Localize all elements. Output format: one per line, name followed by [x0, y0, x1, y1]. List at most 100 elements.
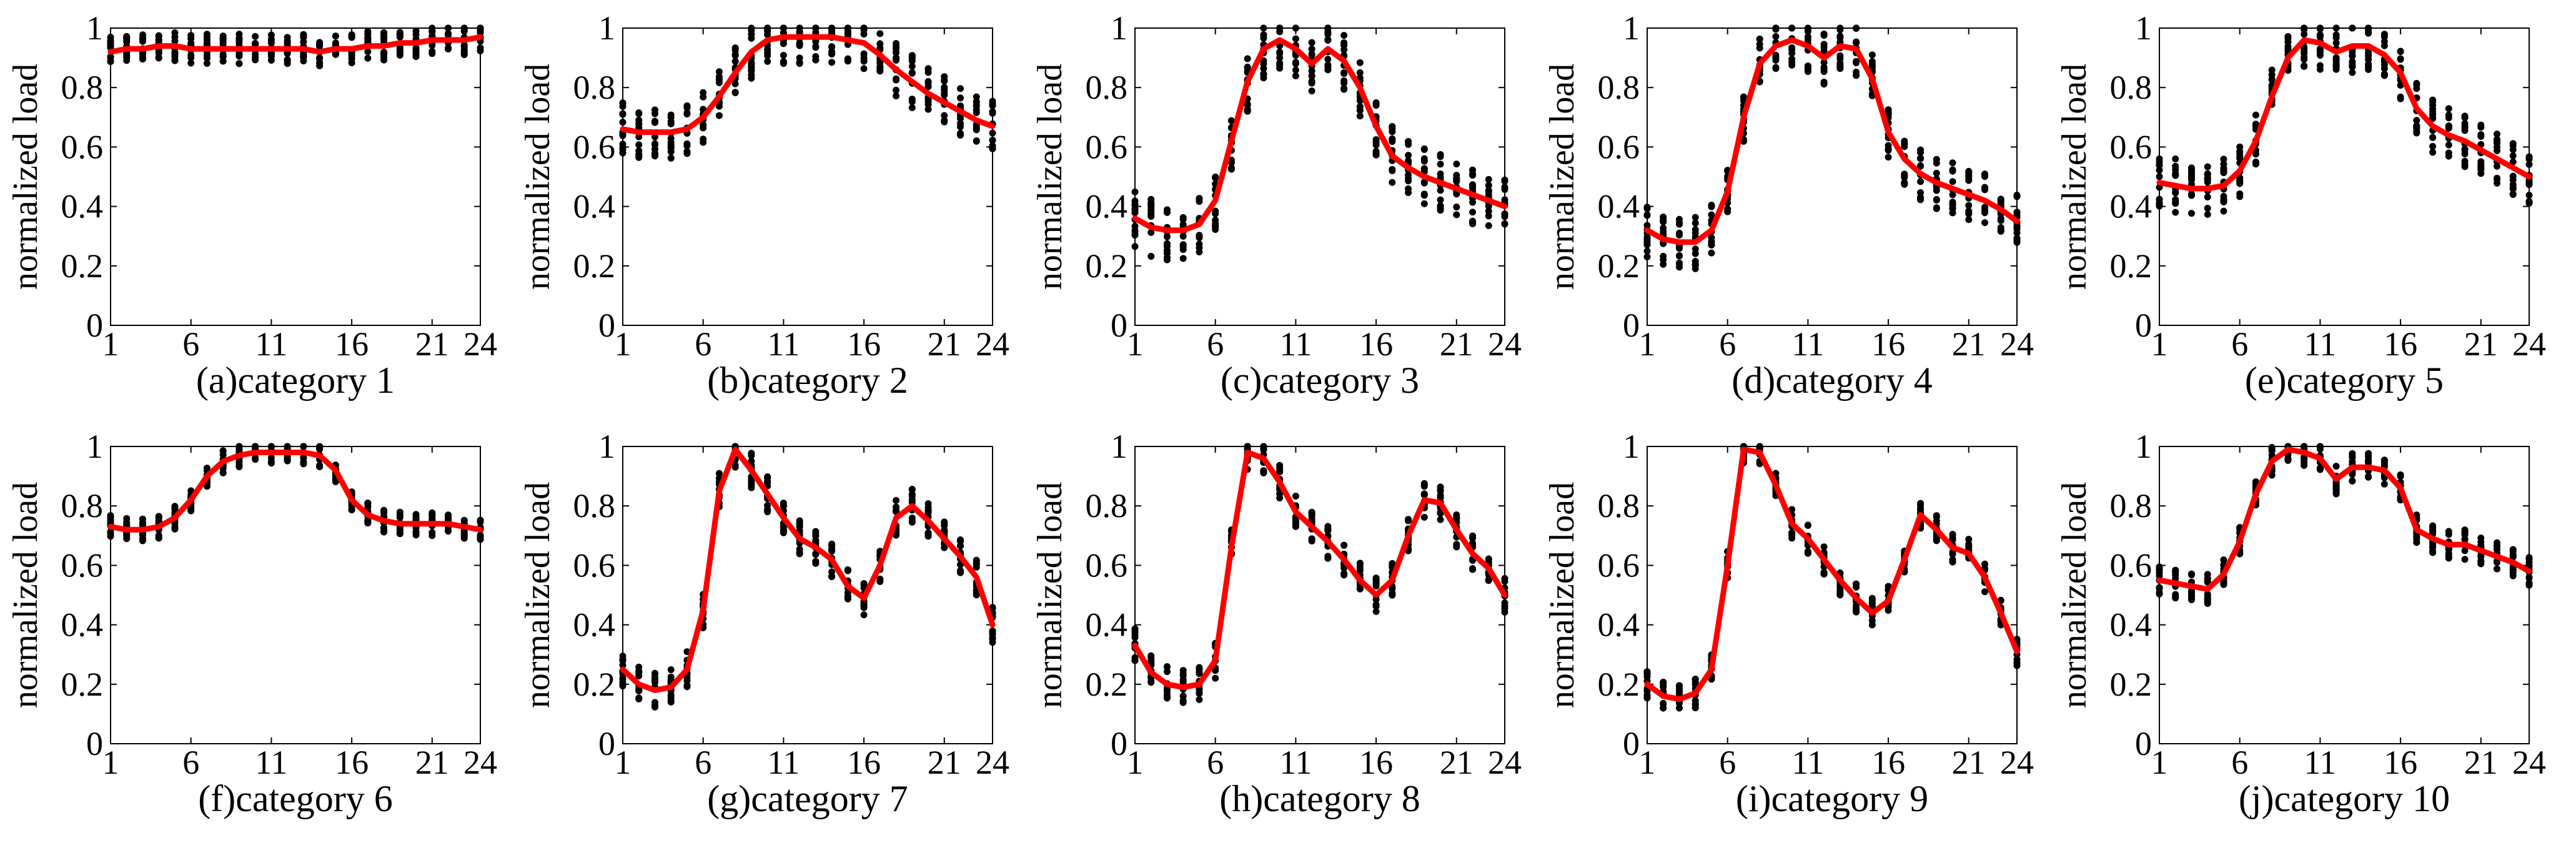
sample-point: [893, 40, 900, 47]
sample-point: [2525, 561, 2533, 569]
sample-point: [1820, 543, 1828, 551]
sample-point: [828, 24, 836, 32]
x-tick-label: 1: [1639, 325, 1656, 363]
sample-point: [957, 567, 964, 574]
sample-point: [908, 98, 916, 106]
sample-point: [235, 52, 243, 60]
sample-point: [1212, 173, 1219, 180]
sample-point: [332, 32, 339, 40]
sample-point: [1836, 34, 1844, 41]
y-axis-label: normalized load: [518, 482, 557, 708]
sample-point: [2380, 457, 2388, 465]
sample-point: [1131, 631, 1139, 639]
sample-point: [989, 627, 996, 634]
sample-point: [1372, 149, 1380, 157]
sample-point: [1196, 664, 1203, 671]
sample-point: [1949, 204, 1956, 212]
sample-point: [908, 516, 916, 524]
sample-point: [941, 84, 948, 91]
y-tick-label: 0.6: [2110, 128, 2152, 165]
y-tick-label: 0.8: [573, 487, 616, 525]
sample-point: [764, 49, 771, 57]
sample-point: [989, 635, 996, 643]
sample-point: [2268, 443, 2276, 451]
sample-point: [2461, 547, 2469, 555]
plot-frame: [622, 446, 993, 744]
sample-point: [2429, 541, 2437, 548]
sample-point: [1836, 65, 1844, 72]
sample-point: [1420, 481, 1428, 489]
sample-point: [2172, 155, 2179, 163]
sample-point: [364, 35, 372, 42]
sample-point: [2397, 95, 2404, 102]
sample-point: [1643, 235, 1651, 243]
y-tick-label: 0.8: [2110, 487, 2152, 525]
sample-point: [860, 579, 868, 587]
sample-point: [252, 40, 259, 47]
sample-point: [2187, 172, 2195, 179]
y-tick-label: 0.8: [2110, 69, 2152, 106]
x-tick-label: 11: [255, 744, 287, 781]
sample-point: [2332, 39, 2340, 47]
sample-point: [796, 42, 803, 49]
sample-point: [2172, 591, 2179, 598]
y-tick-label: 1: [598, 9, 615, 47]
sample-point: [235, 461, 243, 469]
sample-point: [1917, 506, 1925, 513]
sample-point: [1469, 170, 1477, 178]
sample-point: [1820, 59, 1828, 66]
sample-point: [2380, 65, 2388, 72]
x-tick-label: 11: [1791, 325, 1824, 363]
x-tick-label: 11: [767, 325, 800, 363]
y-tick-label: 0.4: [573, 188, 616, 225]
sample-point: [667, 114, 675, 121]
sample-point: [2156, 162, 2163, 169]
sample-point: [2252, 160, 2259, 168]
panel-caption: (h)category 8: [1219, 778, 1420, 819]
y-tick-label: 0.4: [61, 188, 104, 225]
sample-point: [893, 76, 900, 84]
y-tick-label: 0.2: [1598, 247, 1640, 285]
sample-point: [252, 456, 259, 463]
sample-point: [1820, 570, 1828, 578]
sample-point: [1131, 625, 1139, 633]
sample-point: [1901, 170, 1908, 178]
x-tick-label: 16: [335, 744, 369, 781]
sample-point: [139, 519, 146, 526]
sample-point: [267, 458, 275, 465]
sample-point: [2156, 167, 2163, 174]
sample-point: [619, 140, 627, 148]
sample-point: [2509, 158, 2517, 165]
sample-point: [619, 149, 627, 157]
sample-point: [1437, 494, 1444, 501]
sample-point: [364, 502, 372, 510]
center-curve: [2156, 446, 2532, 592]
y-tick-label: 0.8: [1598, 487, 1640, 525]
sample-point: [171, 503, 179, 510]
sample-point: [2156, 563, 2163, 571]
sample-point: [748, 481, 755, 489]
sample-point: [973, 560, 980, 567]
y-tick-label: 0: [1623, 307, 1640, 344]
sample-point: [1772, 64, 1780, 71]
sample-point: [1163, 247, 1171, 254]
sample-point: [1724, 208, 1731, 215]
sample-point: [731, 57, 739, 65]
sample-point: [1868, 596, 1876, 604]
sample-point: [2156, 200, 2163, 207]
sample-point: [1804, 550, 1811, 557]
sample-point: [1420, 179, 1428, 187]
x-tick-label: 6: [1719, 325, 1736, 363]
x-tick-label: 11: [2304, 325, 2336, 363]
sample-point: [2445, 105, 2452, 112]
sample-point: [171, 33, 179, 41]
sample-point: [731, 89, 739, 96]
sample-point: [1276, 64, 1284, 72]
sample-point: [1372, 579, 1380, 586]
sample-point: [1643, 668, 1651, 676]
sample-point: [2349, 69, 2356, 76]
sample-point: [2429, 142, 2437, 150]
sample-point: [876, 64, 884, 72]
